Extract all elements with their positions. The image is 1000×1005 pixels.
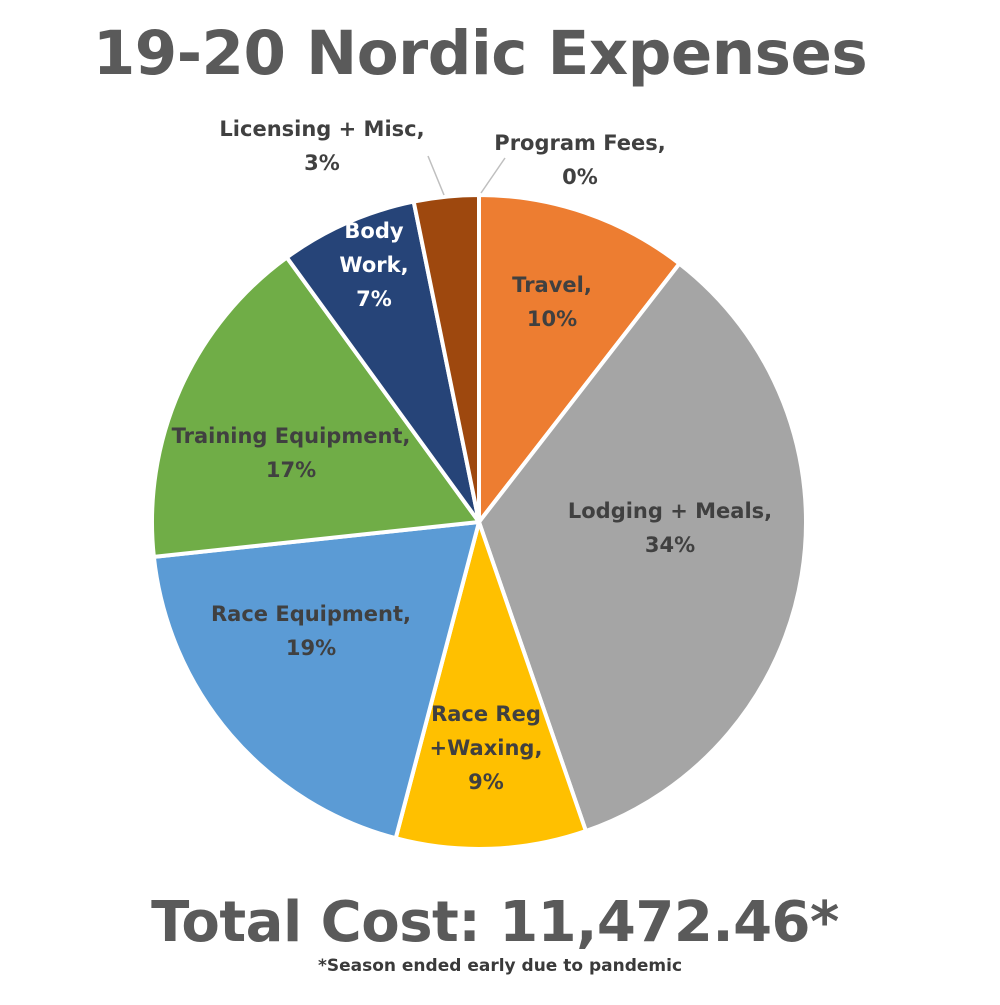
- pie-slice-5: [150, 255, 481, 559]
- pie-slices: [150, 193, 808, 851]
- slice-label-1: Travel, 10%: [512, 273, 592, 331]
- total-cost: Total Cost: 11,472.46*: [151, 890, 839, 955]
- pie-slice-1: [477, 193, 682, 524]
- pie-slice-7: [411, 193, 481, 524]
- chart-title: 19-20 Nordic Expenses: [92, 18, 868, 89]
- slice-label-5: Training Equipment, 17%: [172, 424, 411, 482]
- footnote: *Season ended early due to pandemic: [317, 956, 683, 976]
- leader-line-0: [480, 157, 506, 194]
- slice-label-4: Race Equipment, 19%: [211, 602, 411, 660]
- slice-label-7: Licensing + Misc, 3%: [219, 117, 424, 175]
- slice-label-3: Race Reg +Waxing, 9%: [430, 702, 543, 794]
- leader-line-7: [427, 155, 445, 196]
- leader-lines: [427, 155, 506, 196]
- slice-label-2: Lodging + Meals, 34%: [568, 499, 772, 557]
- pie-slice-3: [393, 520, 588, 851]
- slice-label-6: PT + Body Work, 7%: [339, 185, 408, 311]
- slice-labels: Program Fees, 0% Travel, 10% Lodging + Meals…: [172, 117, 773, 794]
- pie-slice-2: [477, 261, 808, 834]
- pie-slice-6: [284, 199, 481, 524]
- pie-slice-4: [151, 520, 481, 841]
- slice-label-0: Program Fees, 0%: [494, 131, 665, 189]
